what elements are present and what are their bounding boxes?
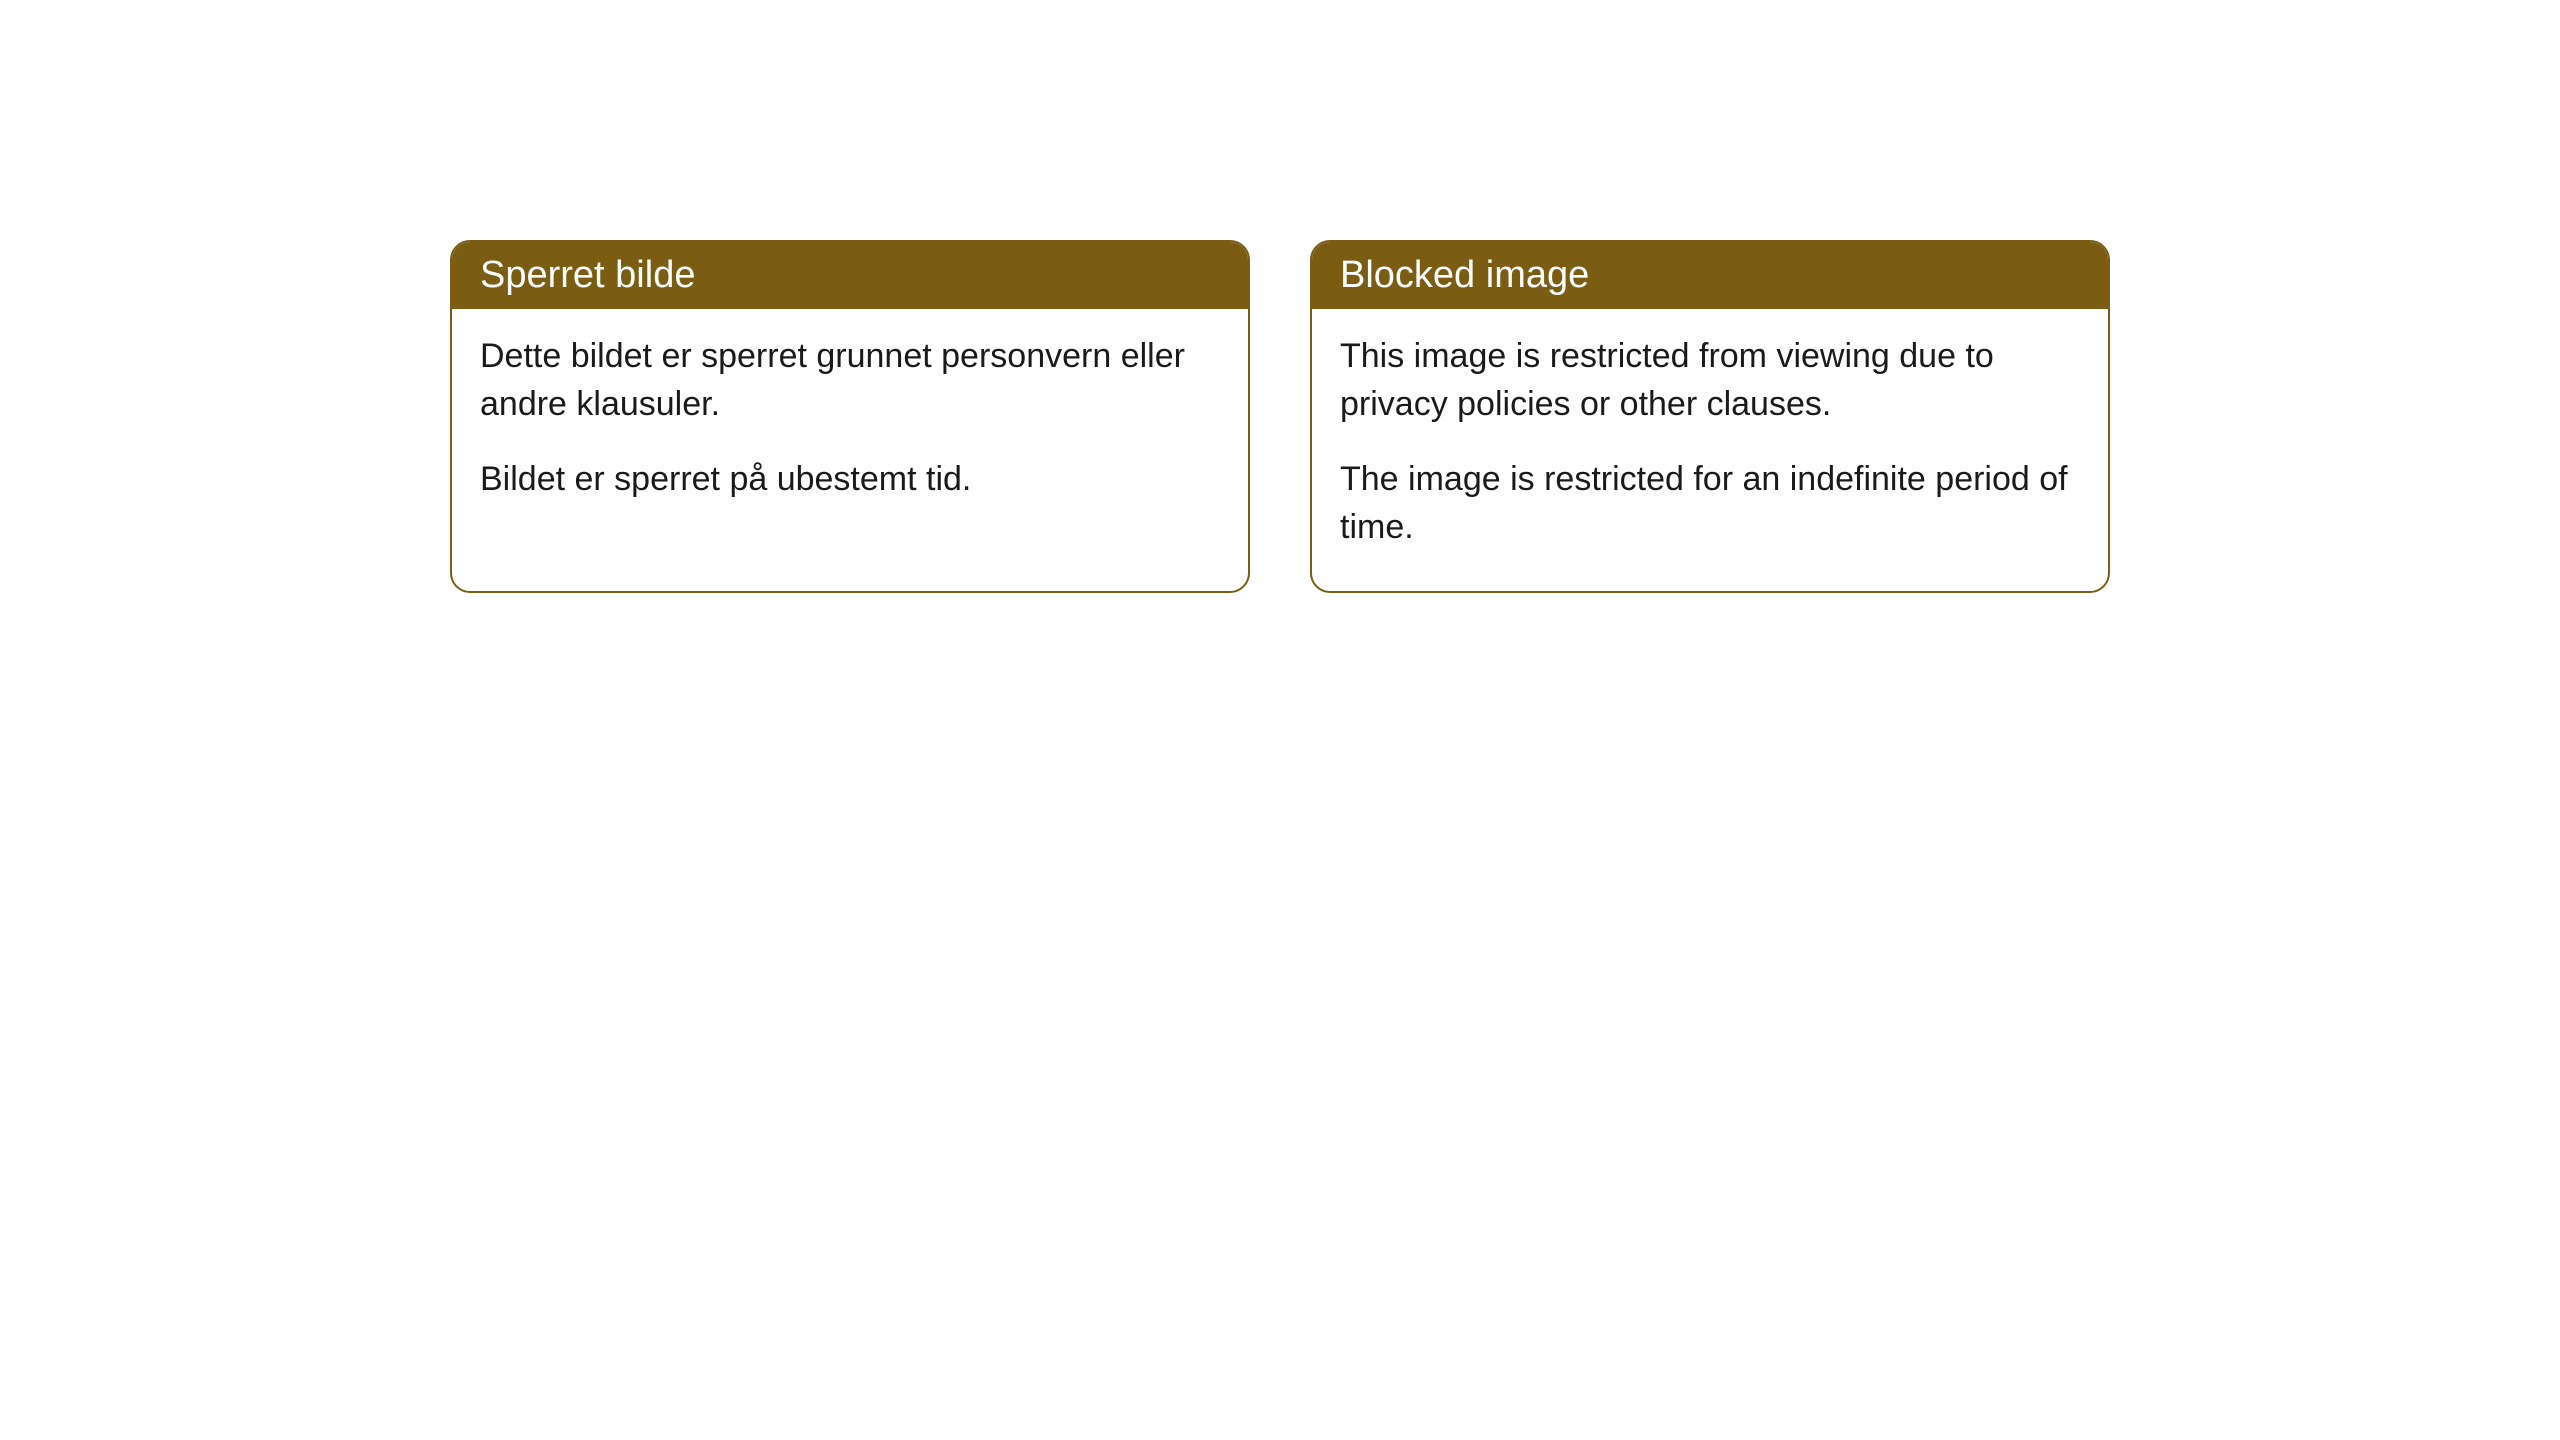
blocked-image-card-english: Blocked image This image is restricted f… xyxy=(1310,240,2110,593)
blocked-image-card-norwegian: Sperret bilde Dette bildet er sperret gr… xyxy=(450,240,1250,593)
card-title: Blocked image xyxy=(1340,254,1589,296)
card-header: Sperret bilde xyxy=(452,242,1248,309)
card-paragraph-1: This image is restricted from viewing du… xyxy=(1340,333,2080,428)
card-paragraph-2: The image is restricted for an indefinit… xyxy=(1340,456,2080,551)
card-paragraph-1: Dette bildet er sperret grunnet personve… xyxy=(480,333,1220,428)
card-title: Sperret bilde xyxy=(480,254,695,296)
card-header: Blocked image xyxy=(1312,242,2108,309)
card-body: This image is restricted from viewing du… xyxy=(1312,309,2108,591)
card-body: Dette bildet er sperret grunnet personve… xyxy=(452,309,1248,544)
card-paragraph-2: Bildet er sperret på ubestemt tid. xyxy=(480,456,1220,504)
card-container: Sperret bilde Dette bildet er sperret gr… xyxy=(450,240,2560,593)
